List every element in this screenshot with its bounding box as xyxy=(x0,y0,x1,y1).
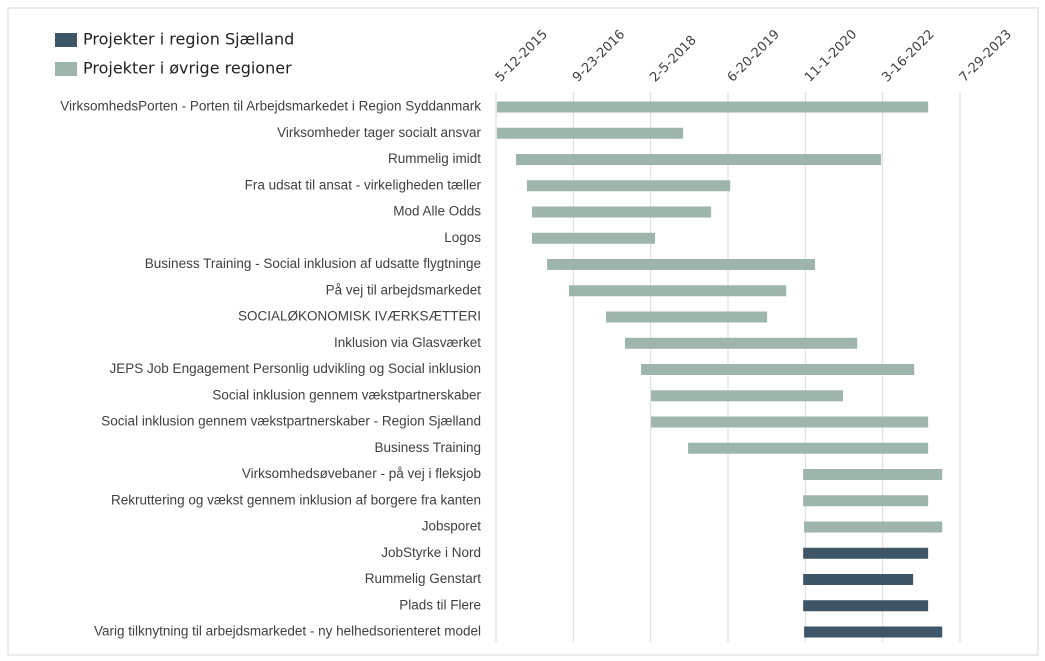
bar xyxy=(804,521,943,533)
bar xyxy=(605,311,768,323)
bar xyxy=(515,154,882,165)
legend-swatch xyxy=(55,33,77,47)
bar xyxy=(532,232,655,244)
y-tick-label: Varig tilknytning til arbejdsmarkedet - … xyxy=(94,624,481,639)
bar xyxy=(803,547,929,559)
bar xyxy=(547,259,816,270)
bar xyxy=(803,600,929,612)
y-tick-label: SOCIALØKONOMISK IVÆRKSÆTTERI xyxy=(238,309,481,324)
y-tick-label: Business Training xyxy=(374,440,481,455)
y-tick-label: Logos xyxy=(444,230,481,245)
y-tick-label: JEPS Job Engagement Personlig udvikling … xyxy=(110,361,481,376)
y-tick-label: JobStyrke i Nord xyxy=(381,545,481,560)
bar xyxy=(688,442,929,454)
bar xyxy=(569,285,787,297)
bar xyxy=(651,416,929,428)
bar xyxy=(624,337,858,349)
y-tick-label: Social inklusion gennem vækstpartnerskab… xyxy=(101,414,481,429)
bar xyxy=(641,364,915,375)
bar xyxy=(803,574,914,585)
y-tick-label: Virksomhedsøvebaner - på vej i fleksjob xyxy=(242,466,481,481)
bar xyxy=(651,390,844,402)
y-tick-label: Inklusion via Glasværket xyxy=(334,335,481,350)
y-tick-label: Fra udsat til ansat - virkeligheden tæll… xyxy=(245,177,482,192)
chart-frame xyxy=(7,7,1039,656)
bar xyxy=(496,127,684,139)
y-tick-label: Jobsporet xyxy=(422,519,482,534)
bar xyxy=(526,180,731,192)
bar xyxy=(496,101,929,113)
y-tick-label: Mod Alle Odds xyxy=(393,204,481,219)
bar xyxy=(804,626,943,638)
y-tick-label: Plads til Flere xyxy=(399,597,481,612)
y-tick-label: Business Training - Social inklusion af … xyxy=(145,256,481,271)
y-tick-label: Rummelig imidt xyxy=(388,151,481,166)
y-tick-label: VirksomhedsPorten - Porten til Arbejdsma… xyxy=(60,99,481,114)
y-tick-label: Virksomheder tager socialt ansvar xyxy=(277,125,481,140)
legend-label: Projekter i region Sjælland xyxy=(83,30,294,49)
bar xyxy=(532,206,712,218)
bar xyxy=(803,495,929,507)
y-tick-label: Social inklusion gennem vækstpartnerskab… xyxy=(212,387,481,402)
y-tick-label: Rummelig Genstart xyxy=(365,571,482,586)
y-tick-label: På vej til arbejdsmarkedet xyxy=(326,282,482,297)
bar xyxy=(803,469,943,480)
y-tick-label: Rekruttering og vækst gennem inklusion a… xyxy=(111,492,481,507)
legend-label: Projekter i øvrige regioner xyxy=(83,59,292,78)
legend-swatch xyxy=(55,62,77,76)
